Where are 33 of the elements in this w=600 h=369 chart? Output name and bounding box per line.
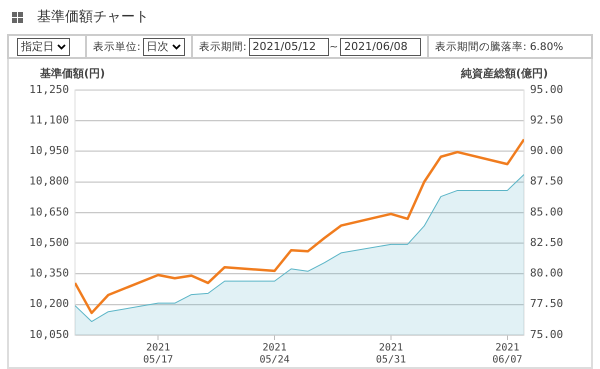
x-tick-label: 2021 05/24 (260, 342, 290, 366)
y-tick-label: 10,800 (29, 174, 69, 188)
x-tick-label: 2021 05/17 (143, 342, 174, 366)
text: 表示単位: (93, 40, 141, 54)
y-tick-label: 10,350 (29, 266, 69, 280)
text: 2021/06/08 (340, 38, 421, 56)
y-tick-label: 11,100 (29, 113, 69, 126)
y2-tick-label: 90.00 (530, 144, 564, 158)
text: 指定日 (17, 38, 70, 56)
text: 表示期間の騰落率: 6.80% (435, 40, 564, 54)
y-tick-label: 11,250 (29, 82, 69, 96)
y2-tick-label: 95.00 (530, 82, 564, 96)
y-tick-label: 10,200 (29, 297, 69, 310)
y2-tick-label: 92.50 (530, 113, 564, 126)
y2-tick-label: 87.50 (530, 174, 564, 188)
y2-axis-title: 純資産総額(億円) (460, 66, 548, 80)
text: ~ (329, 40, 338, 52)
y-tick-label: 10,050 (29, 328, 69, 341)
y2-tick-label: 75.00 (530, 328, 564, 341)
y2-tick-label: 82.50 (530, 236, 564, 249)
x-tick-label: 2021 06/07 (492, 342, 522, 366)
y2-tick-label: 80.00 (530, 266, 564, 280)
chart-title: 基準価額チャート (37, 8, 149, 26)
text: 日次 (142, 38, 185, 56)
y-tick-label: 10,650 (29, 205, 69, 218)
y2-tick-label: 77.50 (530, 297, 564, 310)
text: 2021/05/12 (248, 38, 330, 56)
y-tick-label: 10,500 (29, 236, 69, 249)
x-tick-label: 2021 05/31 (376, 342, 406, 366)
y2-tick-label: 85.00 (530, 205, 564, 218)
y-axis-title: 基準価額(円) (39, 66, 106, 80)
y-tick-label: 10,950 (29, 144, 69, 158)
text: 表示期間: (199, 40, 247, 54)
